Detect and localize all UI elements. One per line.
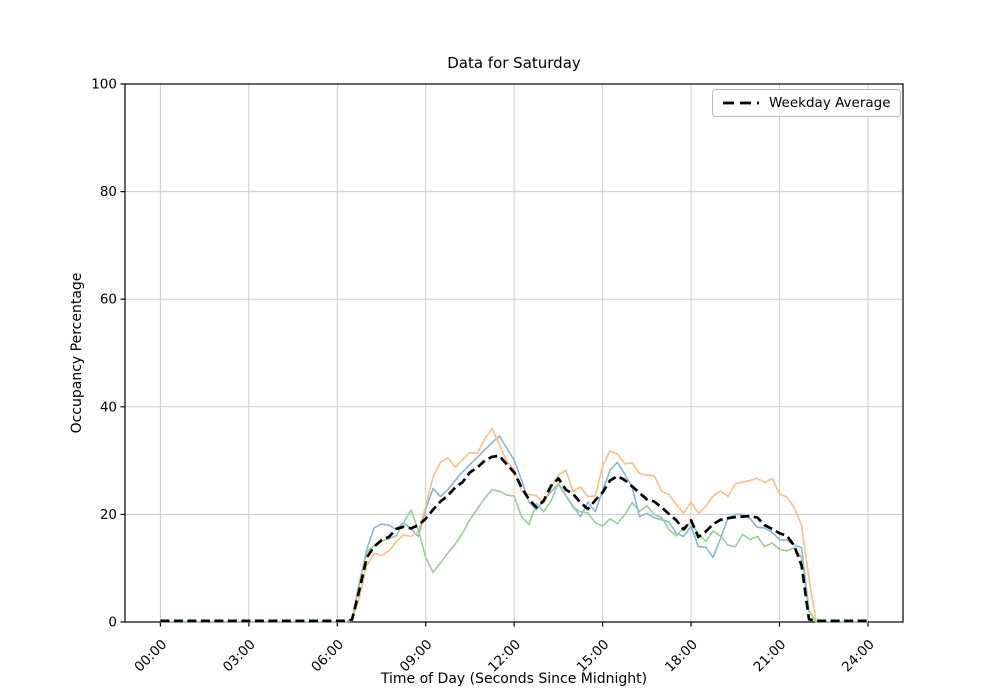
x-tick-label: 21:00 [750,637,789,676]
x-tick-label: 18:00 [662,637,701,676]
x-axis-label: Time of Day (Seconds Since Midnight) [380,671,648,687]
y-tick-label: 80 [100,184,117,200]
y-tick-label: 40 [100,399,117,415]
x-tick-label: 03:00 [220,637,259,676]
x-tick-label: 12:00 [485,637,524,676]
x-tick-label: 24:00 [839,637,878,676]
x-tick-label: 00:00 [131,637,170,676]
chart-title: Data for Saturday [447,54,581,72]
y-tick-label: 100 [91,77,117,93]
legend-label: Weekday Average [769,95,891,111]
legend-dash-sample-icon [723,101,759,105]
x-tick-label: 06:00 [308,637,347,676]
y-tick-label: 20 [100,507,117,523]
y-axis-label: Occupancy Percentage [69,272,85,434]
series-line-weekday-average [160,454,868,623]
y-tick-label: 60 [100,292,117,308]
legend: Weekday Average [712,89,901,117]
x-tick-label: 15:00 [574,637,613,676]
y-tick-label: 0 [108,615,117,631]
x-tick-label: 09:00 [397,637,436,676]
series-line-saturday-sample-3 [160,482,868,623]
